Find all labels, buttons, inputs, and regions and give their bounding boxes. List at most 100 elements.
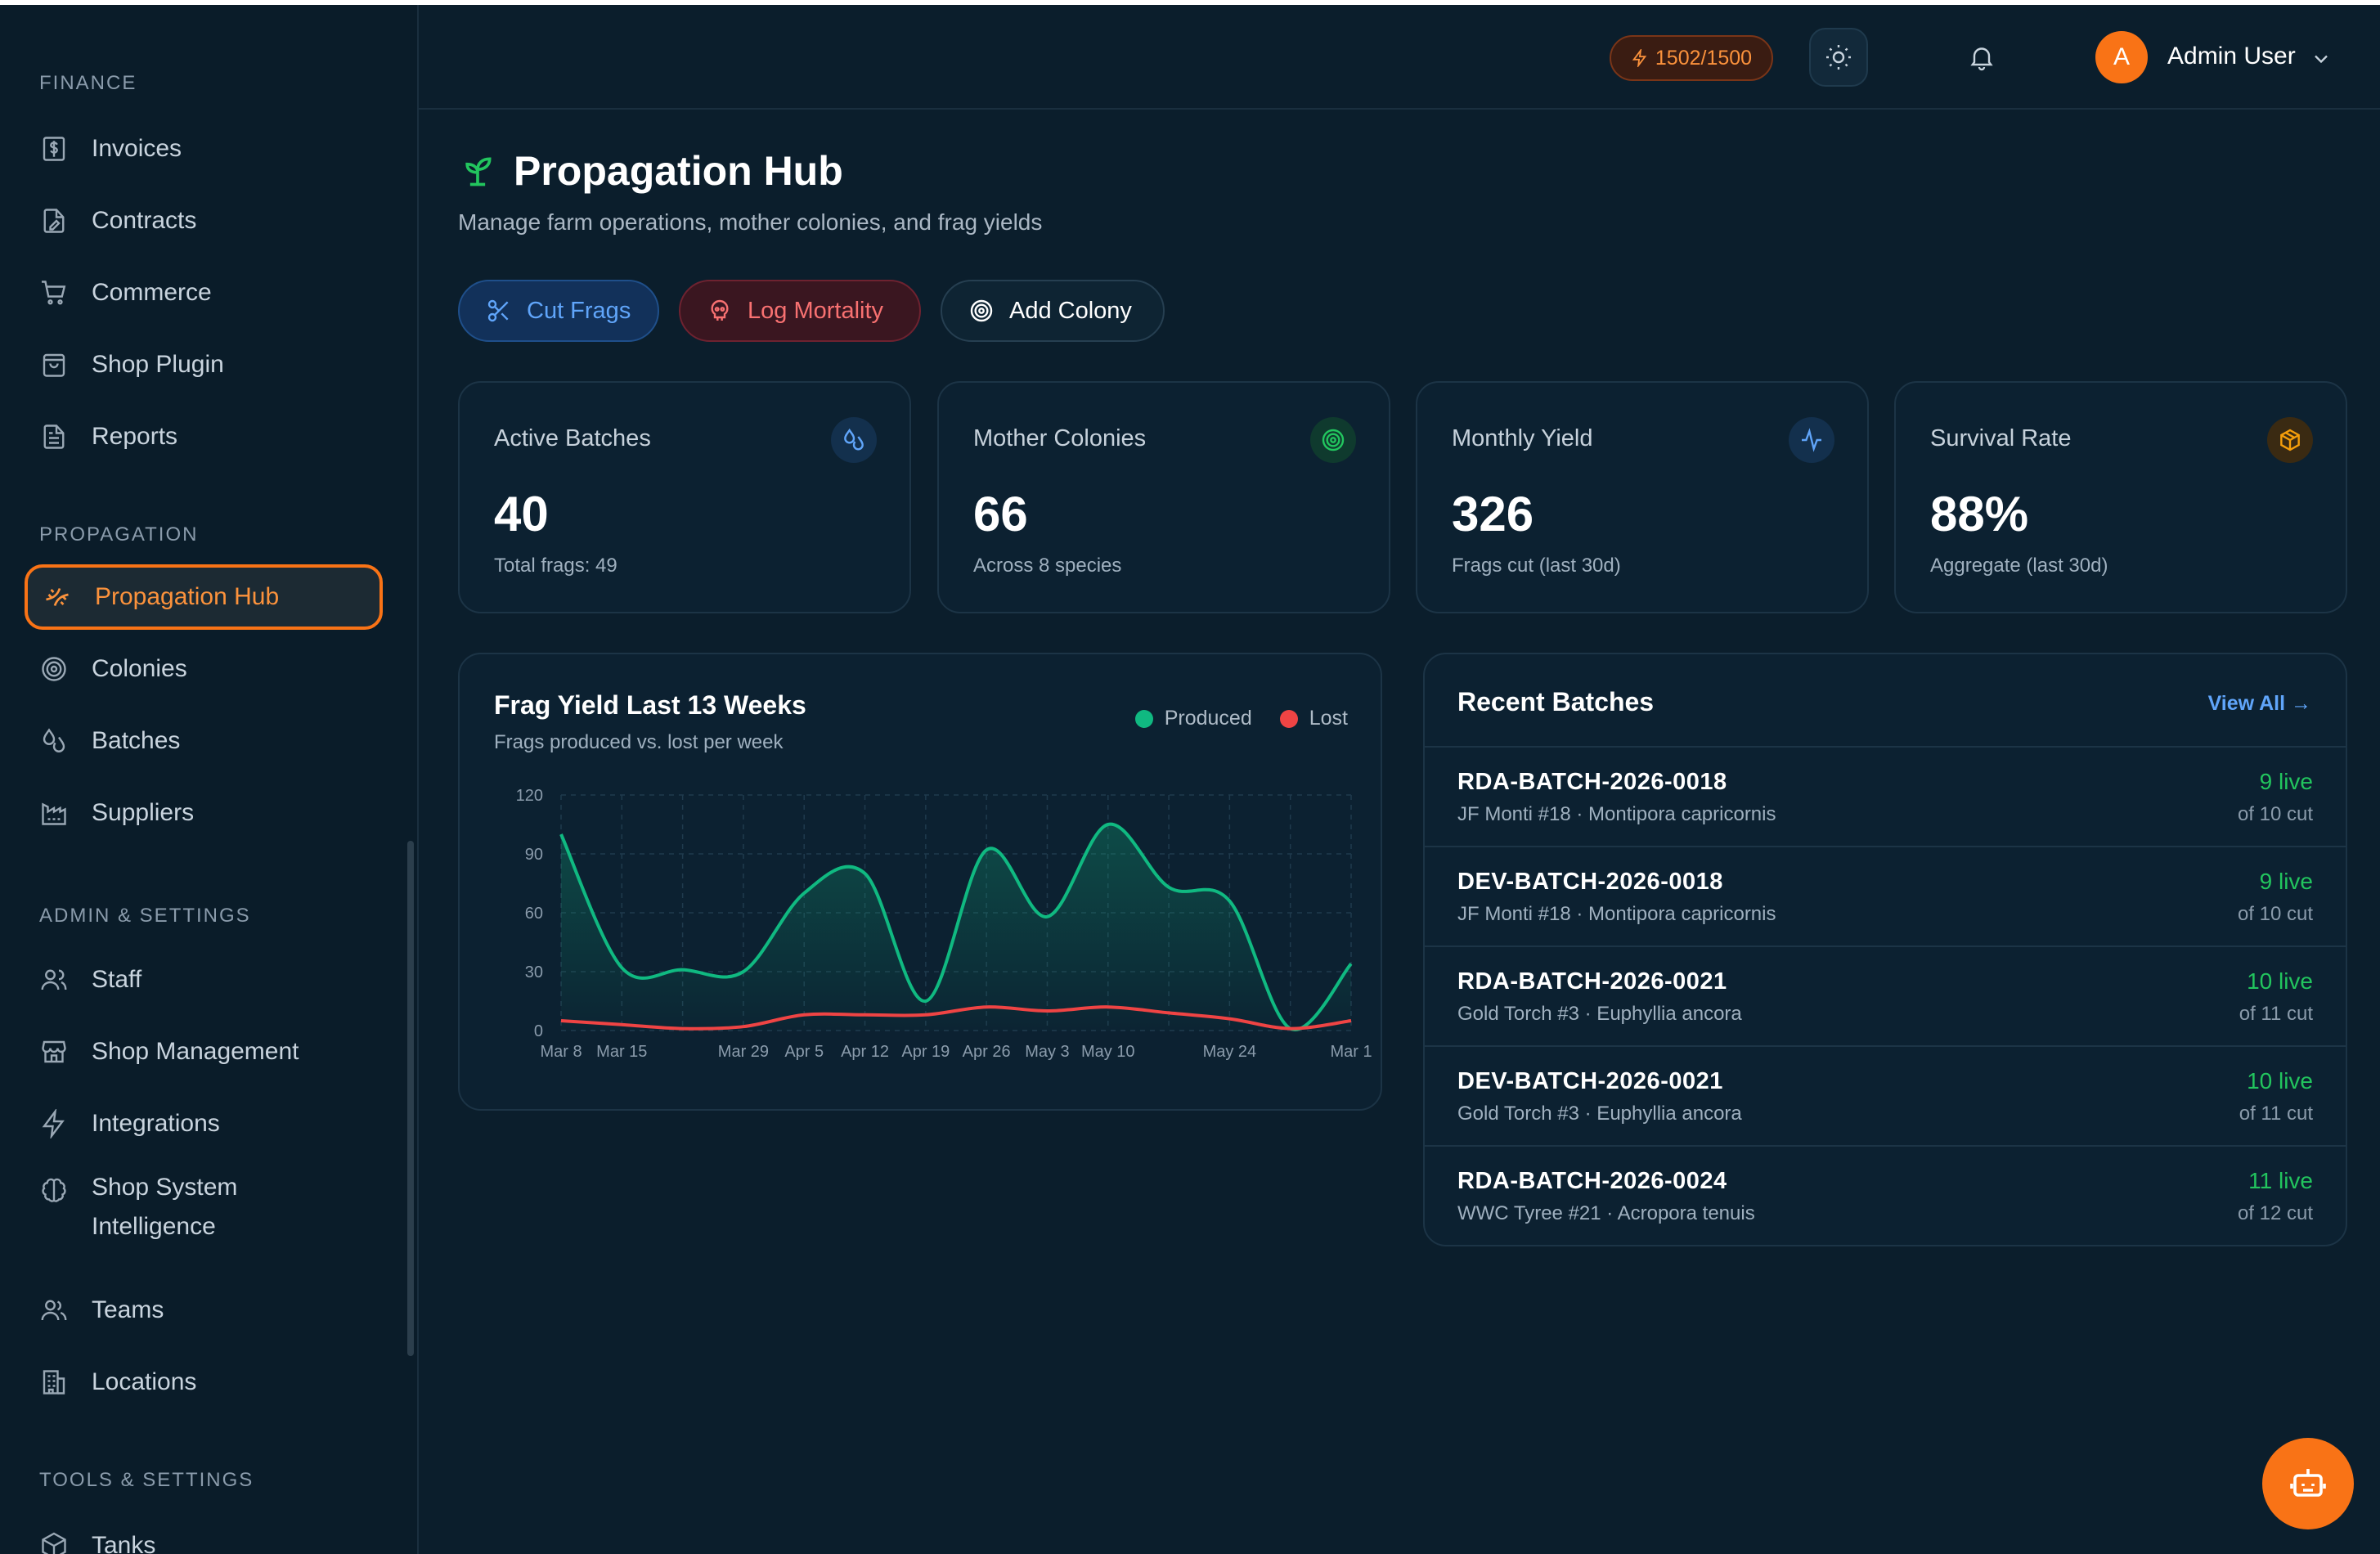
stat-card-monthly-yield: Monthly Yield 326 Frags cut (last 30d): [1416, 381, 1869, 613]
batch-row[interactable]: RDA-BATCH-2026-0021 Gold Torch #3 · Euph…: [1425, 947, 2346, 1047]
sidebar-item-shop-plugin[interactable]: Shop Plugin: [25, 332, 383, 397]
add-colony-button[interactable]: Add Colony: [941, 280, 1165, 342]
user-name[interactable]: Admin User: [2167, 43, 2296, 70]
stat-label: Survival Rate: [1930, 425, 2072, 451]
batch-description: JF Monti #18 · Montipora capricornis: [1457, 903, 1776, 925]
robot-icon: [2290, 1469, 2326, 1497]
shopping-bag-icon: [39, 350, 69, 380]
stat-value: 326: [1452, 487, 1534, 541]
top-header: 1502/1500 A Admin User: [419, 5, 2380, 110]
sidebar-label: Tanks: [92, 1532, 156, 1554]
section-admin-settings: ADMIN & SETTINGS: [39, 905, 251, 927]
avatar[interactable]: A: [2095, 31, 2148, 83]
report-icon: [39, 422, 69, 451]
contract-icon: [39, 206, 69, 236]
sidebar-scrollbar[interactable]: [407, 841, 414, 1356]
sidebar-label: Commerce: [92, 279, 212, 306]
sidebar-item-contracts[interactable]: Contracts: [25, 188, 383, 254]
target-icon: [1310, 417, 1356, 463]
dna-icon: [43, 582, 72, 612]
batch-description: Gold Torch #3 · Euphyllia ancora: [1457, 1103, 1742, 1125]
stat-label: Active Batches: [494, 425, 651, 451]
drops-icon: [39, 726, 69, 756]
recent-batches-card: Recent Batches View All → RDA-BATCH-2026…: [1423, 653, 2347, 1246]
sidebar-label: Shop Plugin: [92, 351, 224, 378]
sidebar-item-propagation-hub[interactable]: Propagation Hub: [25, 564, 383, 630]
batch-live-count: 10 live: [2247, 968, 2313, 994]
team-icon: [39, 1296, 69, 1325]
cut-frags-label: Cut Frags: [527, 297, 631, 324]
stat-sub: Across 8 species: [973, 555, 1122, 577]
brain-icon: [39, 1176, 69, 1206]
log-mortality-button[interactable]: Log Mortality: [679, 280, 921, 342]
chart-title: Frag Yield Last 13 Weeks: [494, 690, 806, 720]
stat-card-survival-rate: Survival Rate 88% Aggregate (last 30d): [1894, 381, 2347, 613]
sidebar-item-commerce[interactable]: Commerce: [25, 260, 383, 326]
y-tick-label: 0: [534, 1022, 543, 1040]
batch-live-count: 9 live: [2259, 869, 2313, 894]
sidebar-item-teams[interactable]: Teams: [25, 1278, 383, 1343]
sidebar-item-suppliers[interactable]: Suppliers: [25, 780, 383, 846]
batch-row[interactable]: DEV-BATCH-2026-0021 Gold Torch #3 · Euph…: [1425, 1047, 2346, 1147]
factory-icon: [39, 798, 69, 828]
legend-swatch: [1134, 709, 1153, 728]
sidebar-label: Teams: [92, 1296, 164, 1323]
sun-icon: [1826, 45, 1851, 70]
target-icon: [970, 299, 993, 322]
batch-cut-count: of 10 cut: [2237, 803, 2313, 825]
sidebar-item-batches[interactable]: Batches: [25, 708, 383, 774]
sidebar-item-shop-system-intelligence[interactable]: Shop System Intelligence: [25, 1160, 383, 1250]
sidebar-item-invoices[interactable]: Invoices: [25, 116, 383, 182]
sidebar-label: Invoices: [92, 135, 182, 162]
stat-value: 66: [973, 487, 1028, 541]
add-colony-label: Add Colony: [1009, 297, 1132, 324]
batch-description: Gold Torch #3 · Euphyllia ancora: [1457, 1003, 1742, 1025]
recent-batches-title: Recent Batches: [1457, 687, 1655, 716]
x-tick-label: Apr 26: [963, 1043, 1011, 1061]
chevron-down-icon[interactable]: [2310, 47, 2333, 70]
x-tick-label: Mar 8: [540, 1043, 582, 1061]
legend-produced[interactable]: Produced: [1134, 707, 1252, 730]
batch-live-count: 11 live: [2248, 1168, 2313, 1193]
stat-value: 88%: [1930, 487, 2029, 541]
sidebar-item-integrations[interactable]: Integrations: [25, 1091, 383, 1157]
sidebar-item-reports[interactable]: Reports: [25, 404, 383, 469]
credits-badge[interactable]: 1502/1500: [1610, 35, 1773, 81]
sidebar: FINANCE Invoices Contracts Commerce Shop…: [0, 5, 419, 1554]
assistant-bot-button[interactable]: [2262, 1438, 2354, 1529]
batch-description: JF Monti #18 · Montipora capricornis: [1457, 803, 1776, 825]
batch-row[interactable]: RDA-BATCH-2026-0024 WWC Tyree #21 · Acro…: [1425, 1147, 2346, 1245]
batch-row[interactable]: DEV-BATCH-2026-0018 JF Monti #18 · Monti…: [1425, 847, 2346, 947]
y-tick-label: 30: [525, 963, 543, 981]
users-icon: [39, 965, 69, 995]
building-icon: [39, 1368, 69, 1397]
view-all-link[interactable]: View All →: [2207, 692, 2311, 715]
batch-id: DEV-BATCH-2026-0021: [1457, 1068, 1723, 1094]
cube-icon: [39, 1531, 69, 1554]
batch-id: RDA-BATCH-2026-0021: [1457, 968, 1727, 995]
cut-frags-button[interactable]: Cut Frags: [458, 280, 659, 342]
produced-line: [559, 822, 1353, 1031]
stat-sub: Total frags: 49: [494, 555, 617, 577]
x-tick-label: Mar 29: [718, 1043, 769, 1061]
stat-card-active-batches: Active Batches 40 Total frags: 49: [458, 381, 911, 613]
lost-line: [560, 1005, 1352, 1031]
sidebar-item-locations[interactable]: Locations: [25, 1350, 383, 1415]
box-icon: [2267, 417, 2313, 463]
batch-row[interactable]: RDA-BATCH-2026-0018 JF Monti #18 · Monti…: [1425, 748, 2346, 847]
x-tick-label: Apr 5: [784, 1043, 824, 1061]
sidebar-item-tanks[interactable]: Tanks: [25, 1513, 383, 1554]
scissors-icon: [487, 299, 509, 322]
legend-swatch: [1279, 709, 1298, 728]
produced-area: [561, 824, 1351, 1031]
batch-id: RDA-BATCH-2026-0018: [1457, 769, 1727, 795]
sidebar-item-shop-management[interactable]: Shop Management: [25, 1019, 383, 1085]
sidebar-item-staff[interactable]: Staff: [25, 947, 383, 1013]
sidebar-item-colonies[interactable]: Colonies: [25, 636, 383, 702]
sidebar-label: Staff: [92, 966, 142, 993]
legend-lost[interactable]: Lost: [1279, 707, 1348, 730]
store-icon: [39, 1037, 69, 1067]
notifications-button[interactable]: [1952, 28, 2011, 87]
stat-sub: Frags cut (last 30d): [1452, 555, 1621, 577]
theme-toggle-button[interactable]: [1809, 28, 1868, 87]
